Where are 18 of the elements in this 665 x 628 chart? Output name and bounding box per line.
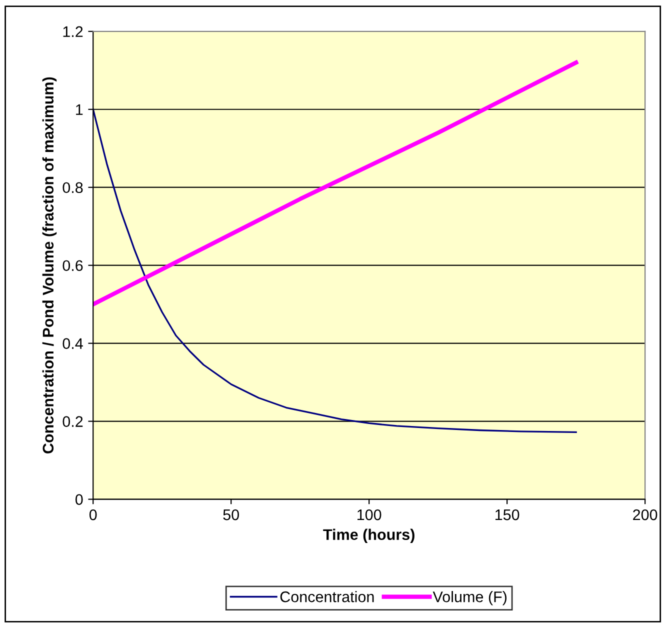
y-tick-label: 0.6 [62, 260, 83, 272]
x-tick-label: 200 [633, 509, 658, 520]
y-tick-label: 0.4 [62, 338, 83, 349]
y-axis-title: Concentration / Pond Volume (fraction of maximum) [42, 77, 57, 454]
x-tick-label: 150 [495, 509, 520, 520]
legend-label: Concentration [280, 591, 374, 602]
x-tick-label: 100 [357, 509, 382, 520]
y-tick-label: 0.2 [62, 416, 83, 427]
y-tick-label: 0 [75, 494, 83, 505]
y-tick-label: 1 [76, 104, 83, 115]
x-axis-title: Time (hours) [323, 528, 414, 544]
y-tick-label: 1.2 [63, 26, 83, 37]
x-tick-label: 50 [223, 509, 239, 520]
y-tick-label: 0.8 [62, 182, 83, 194]
x-tick-label: 0 [89, 509, 97, 520]
line-series [93, 60, 578, 306]
legend-label: Volume (F) [432, 591, 507, 606]
line-series [93, 108, 577, 434]
